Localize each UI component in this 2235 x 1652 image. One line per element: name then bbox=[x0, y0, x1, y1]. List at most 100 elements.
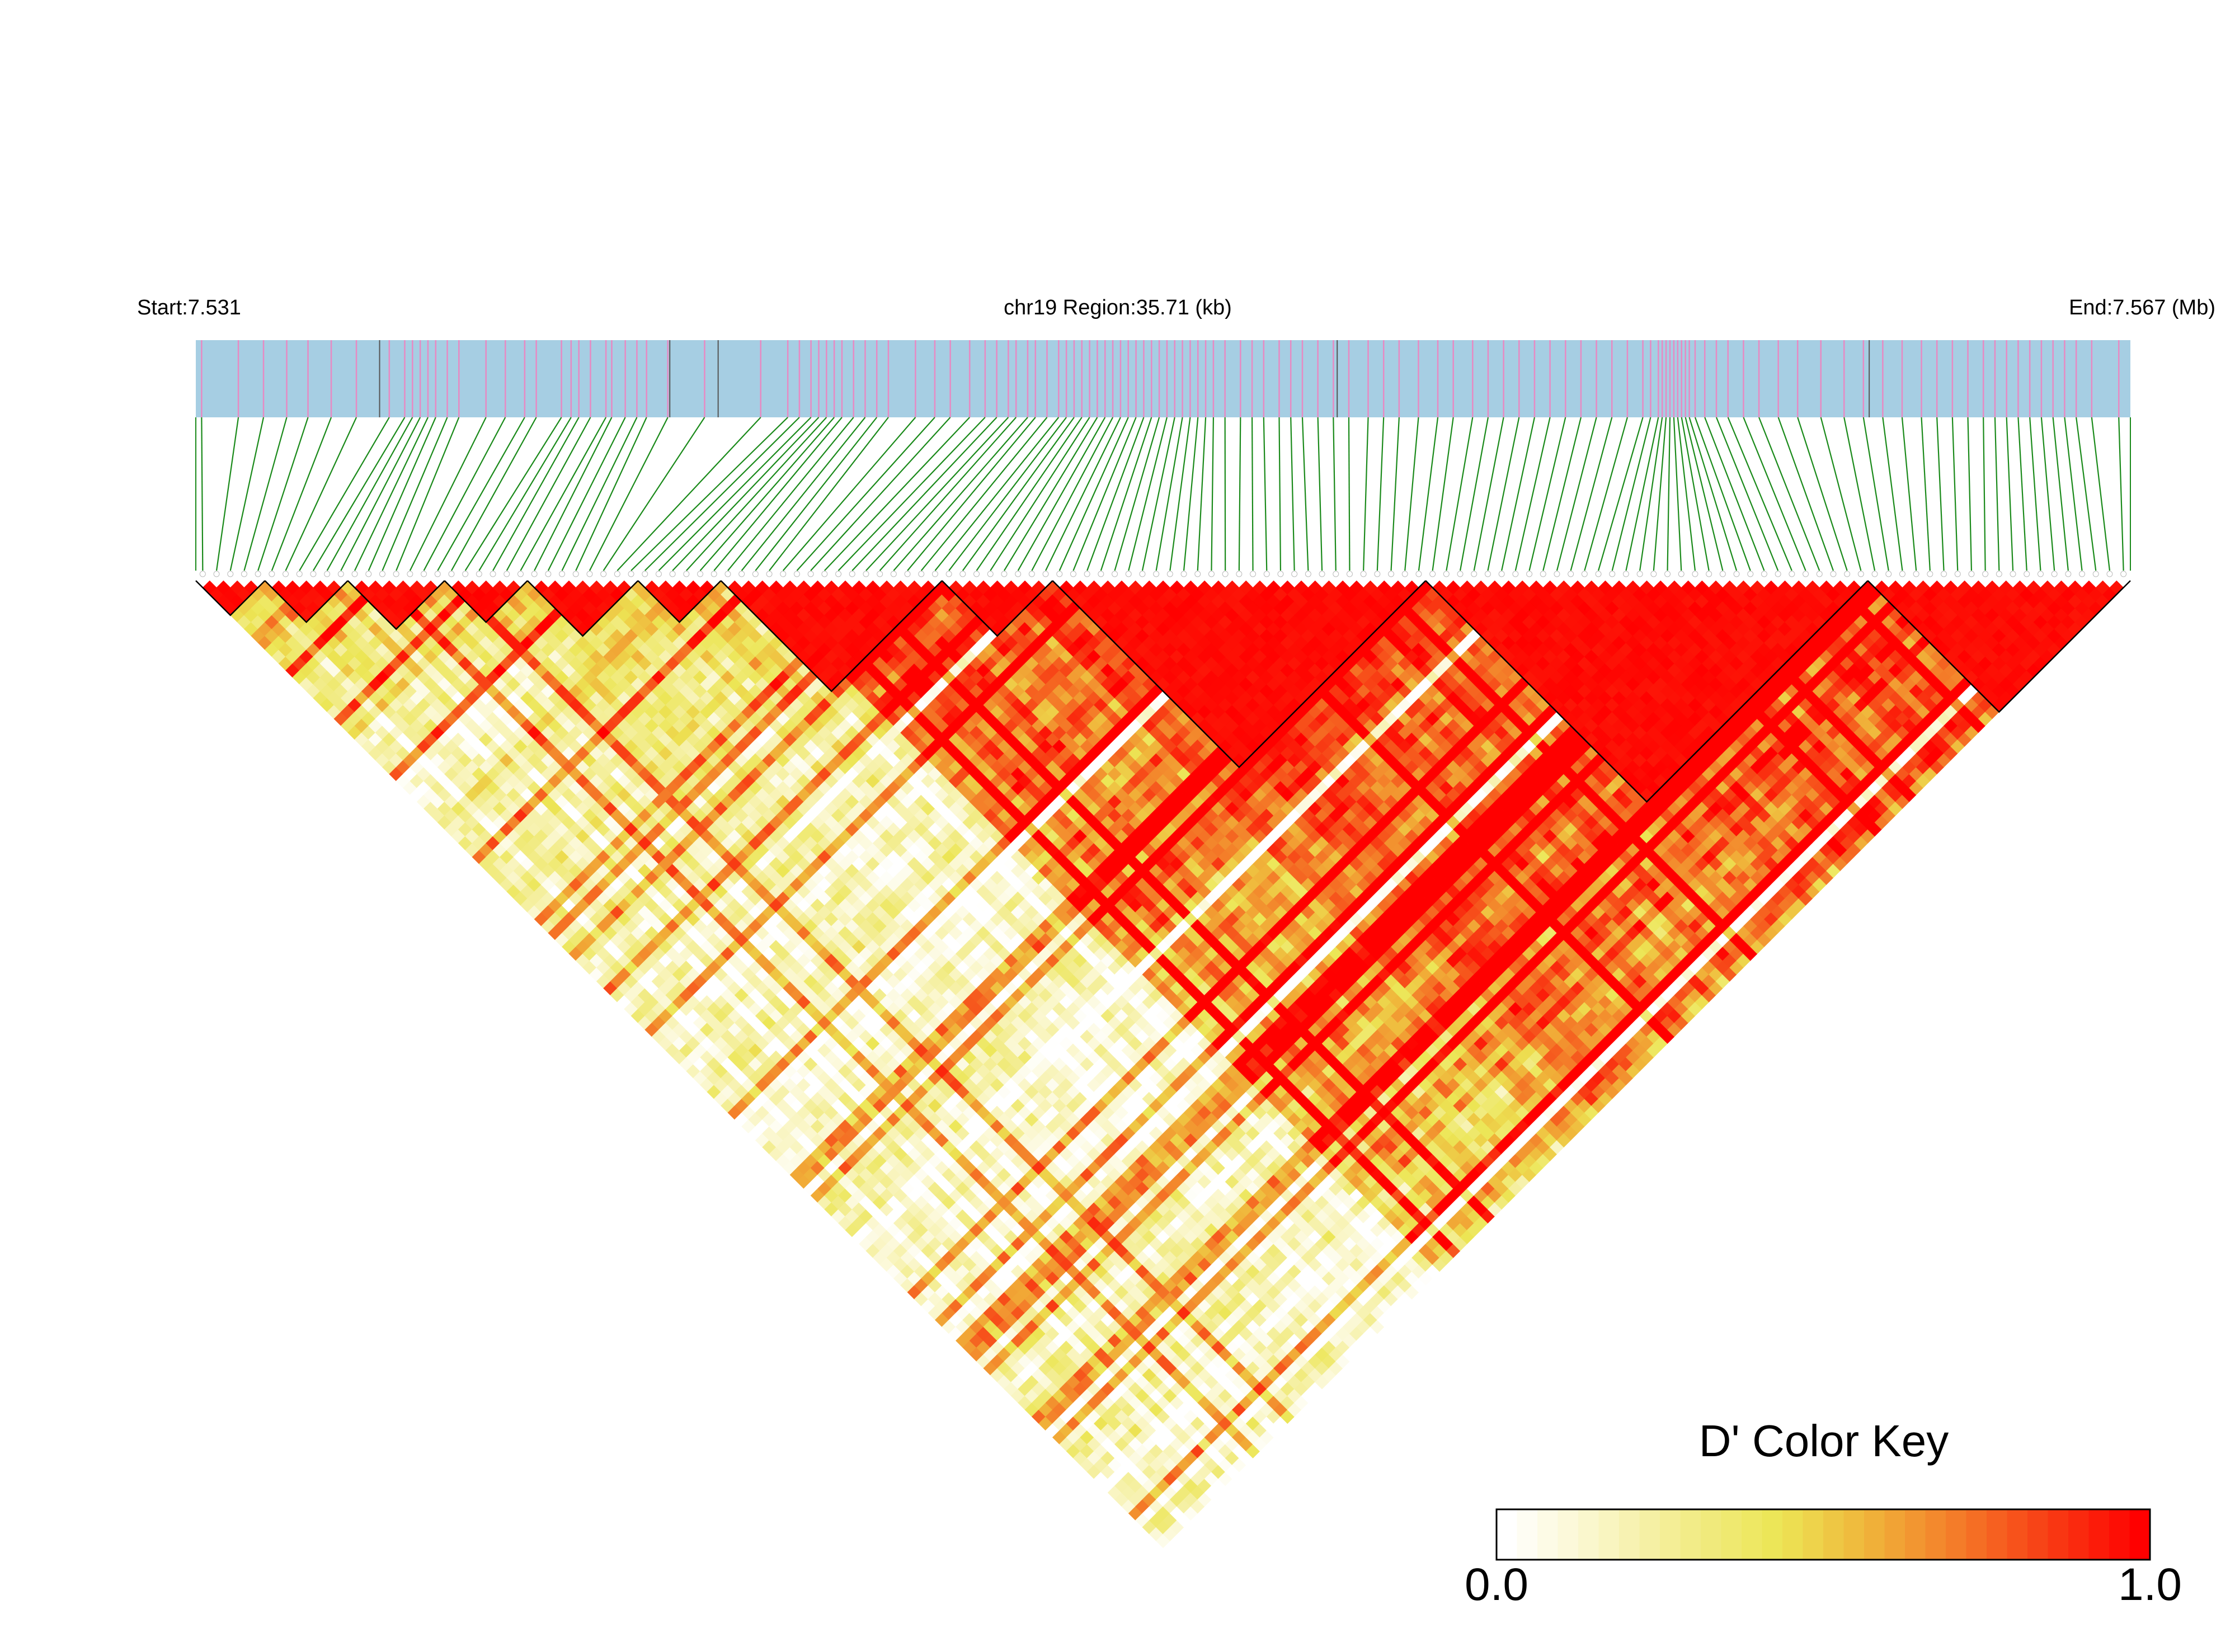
snp-marker-127 bbox=[1954, 571, 1961, 577]
snp-marker-123 bbox=[1899, 571, 1905, 577]
connector-line-46 bbox=[837, 417, 986, 571]
snp-marker-130 bbox=[1996, 571, 2002, 577]
connector-line-134 bbox=[2040, 417, 2055, 571]
connector-line-14 bbox=[396, 417, 460, 571]
connector-line-12 bbox=[368, 417, 436, 571]
snp-marker-4 bbox=[255, 571, 261, 577]
snp-marker-86 bbox=[1388, 571, 1395, 577]
snp-marker-21 bbox=[490, 571, 496, 577]
snp-marker-6 bbox=[283, 571, 289, 577]
connector-line-82 bbox=[1333, 417, 1337, 571]
connector-line-32 bbox=[644, 417, 800, 571]
snp-marker-75 bbox=[1236, 571, 1243, 577]
snp-marker-37 bbox=[711, 571, 717, 577]
snp-marker-3 bbox=[241, 571, 247, 577]
connector-line-81 bbox=[1317, 417, 1323, 571]
connector-line-84 bbox=[1363, 417, 1369, 571]
snp-connector-lines bbox=[195, 417, 2131, 577]
connector-line-24 bbox=[534, 417, 613, 571]
connector-line-4 bbox=[257, 417, 309, 571]
connector-line-109 bbox=[1681, 417, 1710, 571]
connector-line-114 bbox=[1715, 417, 1779, 571]
snp-marker-122 bbox=[1885, 571, 1892, 577]
snp-marker-43 bbox=[793, 571, 800, 577]
connector-line-51 bbox=[907, 417, 1036, 571]
connector-line-22 bbox=[506, 417, 591, 571]
snp-marker-59 bbox=[1015, 571, 1022, 577]
connector-line-7 bbox=[299, 417, 390, 571]
connector-line-131 bbox=[2006, 417, 2014, 571]
snp-marker-11 bbox=[351, 571, 358, 577]
snp-marker-111 bbox=[1733, 571, 1740, 577]
connector-line-18 bbox=[450, 417, 537, 571]
connector-line-105 bbox=[1653, 417, 1667, 571]
connector-line-90 bbox=[1446, 417, 1474, 571]
connector-line-78 bbox=[1278, 417, 1282, 571]
snp-marker-76 bbox=[1250, 571, 1257, 577]
connector-line-69 bbox=[1155, 417, 1183, 571]
snp-marker-95 bbox=[1512, 571, 1519, 577]
snp-marker-23 bbox=[517, 571, 524, 577]
snp-marker-14 bbox=[393, 571, 399, 577]
connector-line-77 bbox=[1263, 417, 1268, 571]
snp-marker-62 bbox=[1056, 571, 1063, 577]
snp-marker-114 bbox=[1775, 571, 1781, 577]
snp-marker-119 bbox=[1844, 571, 1851, 577]
connector-line-73 bbox=[1211, 417, 1215, 571]
snp-marker-63 bbox=[1070, 571, 1076, 577]
snp-marker-103 bbox=[1622, 571, 1629, 577]
connector-line-75 bbox=[1238, 417, 1241, 571]
connector-line-41 bbox=[769, 417, 889, 571]
connector-line-17 bbox=[437, 417, 525, 571]
connector-line-100 bbox=[1584, 417, 1628, 571]
connector-line-60 bbox=[1031, 417, 1114, 571]
snp-marker-107 bbox=[1678, 571, 1685, 577]
snp-marker-34 bbox=[669, 571, 676, 577]
connector-line-59 bbox=[1017, 417, 1106, 571]
connector-line-31 bbox=[630, 417, 788, 571]
connector-line-50 bbox=[893, 417, 1028, 571]
snp-marker-72 bbox=[1194, 571, 1201, 577]
connector-line-10 bbox=[340, 417, 421, 571]
snp-marker-80 bbox=[1305, 571, 1311, 577]
connector-line-30 bbox=[617, 417, 761, 571]
snp-marker-8 bbox=[310, 571, 317, 577]
snp-marker-0 bbox=[199, 571, 206, 577]
snp-marker-17 bbox=[434, 571, 441, 577]
snp-marker-52 bbox=[918, 571, 925, 577]
connector-line-58 bbox=[1004, 417, 1098, 571]
connector-line-72 bbox=[1197, 417, 1207, 571]
connector-line-26 bbox=[561, 417, 638, 571]
snp-marker-115 bbox=[1789, 571, 1795, 577]
snp-marker-13 bbox=[379, 571, 385, 577]
connector-line-110 bbox=[1685, 417, 1724, 571]
connector-line-103 bbox=[1625, 417, 1659, 571]
snp-marker-71 bbox=[1180, 571, 1187, 577]
connector-line-115 bbox=[1727, 417, 1792, 571]
connector-line-135 bbox=[2052, 417, 2069, 571]
snp-marker-93 bbox=[1484, 571, 1491, 577]
connector-line-49 bbox=[879, 417, 1017, 571]
connector-line-61 bbox=[1045, 417, 1121, 571]
connector-line-107 bbox=[1673, 417, 1682, 571]
snp-marker-83 bbox=[1346, 571, 1353, 577]
connector-line-27 bbox=[575, 417, 647, 571]
snp-marker-89 bbox=[1429, 571, 1436, 577]
snp-marker-35 bbox=[683, 571, 690, 577]
connector-line-13 bbox=[382, 417, 448, 571]
snp-marker-102 bbox=[1609, 571, 1616, 577]
snp-marker-67 bbox=[1125, 571, 1132, 577]
connector-line-138 bbox=[2091, 417, 2111, 571]
connector-line-52 bbox=[920, 417, 1048, 571]
snp-marker-99 bbox=[1568, 571, 1574, 577]
snp-marker-105 bbox=[1650, 571, 1657, 577]
connector-line-23 bbox=[520, 417, 607, 571]
snp-marker-26 bbox=[559, 571, 566, 577]
connector-line-67 bbox=[1128, 417, 1168, 571]
connector-line-0 bbox=[201, 417, 204, 571]
connector-line-38 bbox=[727, 417, 854, 571]
snp-marker-132 bbox=[2024, 571, 2030, 577]
snp-marker-58 bbox=[1001, 571, 1008, 577]
connector-line-124 bbox=[1901, 417, 1917, 571]
connector-line-47 bbox=[851, 417, 997, 571]
